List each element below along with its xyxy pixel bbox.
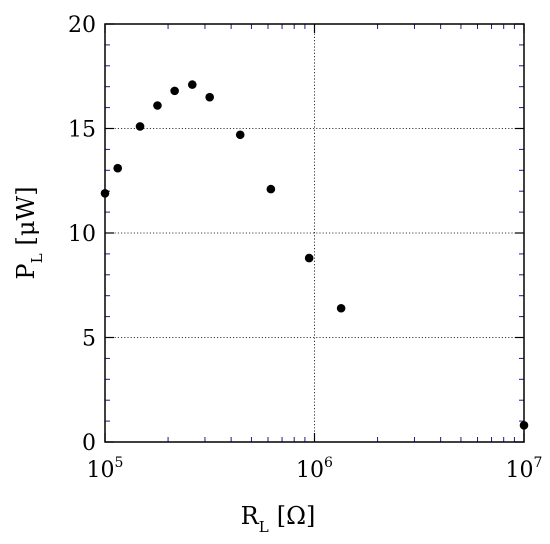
x-tick-label: 107 [506,455,543,483]
x-axis-label-main: R [241,502,260,530]
data-point [113,163,123,173]
y-axis-label-subscript: L [28,253,46,263]
major-ticks [104,23,525,443]
y-tick-labels: 0 5 10 15 20 [68,13,96,456]
data-point [519,420,529,430]
x-tick-label: 105 [87,455,124,483]
x-axis-label: RL [Ω] [241,502,316,536]
data-point [266,184,276,194]
gridlines [105,24,524,442]
data-point [100,188,110,198]
y-axis-label-unit: [μW] [12,186,40,245]
data-point [170,86,179,96]
y-tick-label: 5 [82,327,96,352]
data-point [187,80,197,89]
x-tick-label: 106 [296,455,333,483]
x-tick-labels: 105 106 107 [87,455,543,483]
y-axis-label: PL [μW] [12,186,46,279]
data-point [304,253,314,263]
data-points [100,80,529,430]
data-point [205,92,214,102]
data-point [153,101,162,110]
y-tick-label: 0 [82,431,96,456]
y-tick-label: 10 [68,222,96,247]
y-axis-label-main: P [12,263,40,279]
x-axis-label-subscript: L [259,518,269,536]
y-tick-label: 20 [68,13,96,38]
data-point [235,130,245,140]
minor-ticks [105,24,524,442]
x-axis-label-unit: [Ω] [277,502,316,530]
data-point [135,122,145,131]
y-tick-label: 15 [68,118,96,143]
data-point [336,303,346,313]
